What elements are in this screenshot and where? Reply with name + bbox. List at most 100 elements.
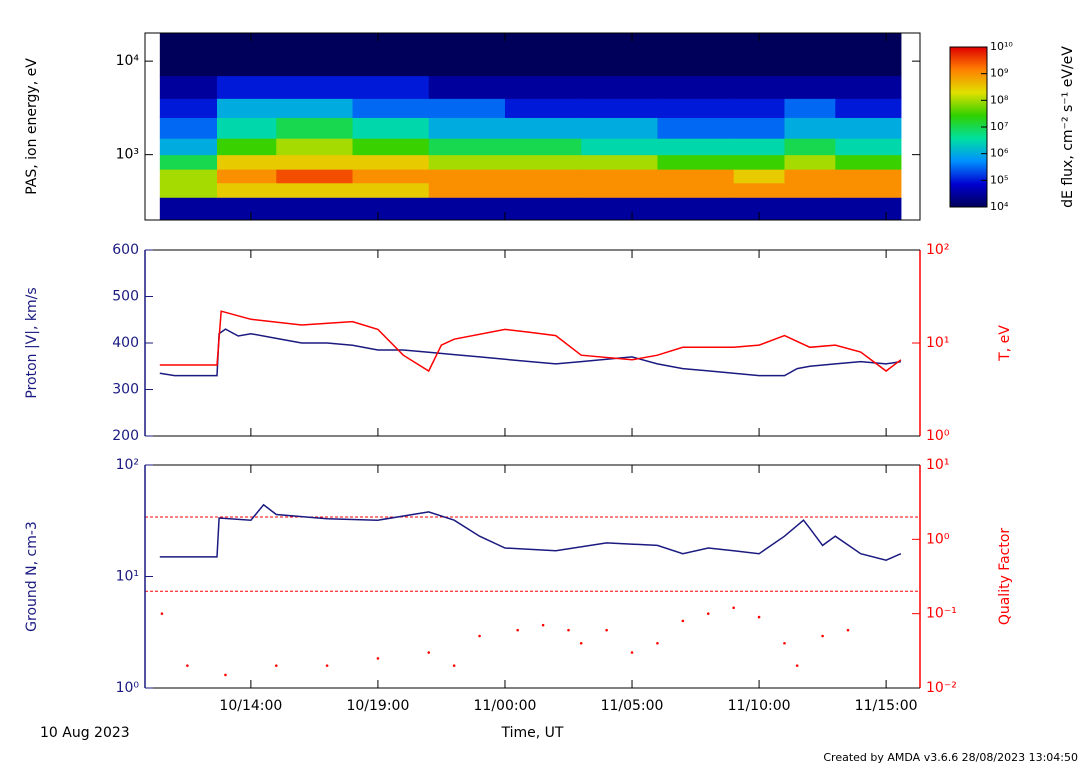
y2-label: Quality Factor bbox=[997, 528, 1013, 626]
heat-cell bbox=[216, 138, 277, 156]
heat-cell bbox=[733, 138, 785, 156]
heat-cell bbox=[733, 98, 785, 118]
heat-cell bbox=[784, 182, 836, 198]
heat-cell bbox=[159, 154, 218, 170]
footer: Created by AMDA v3.6.6 28/08/2023 13:04:… bbox=[823, 751, 1078, 764]
heat-cell bbox=[657, 75, 735, 99]
heat-cell bbox=[784, 138, 836, 156]
data-dot bbox=[516, 628, 519, 632]
heat-cell bbox=[581, 117, 658, 139]
y-tick-label: 300 bbox=[112, 382, 139, 398]
y-label: PAS, ion energy, eV bbox=[24, 58, 40, 195]
heat-cell bbox=[784, 169, 836, 184]
heat-cell bbox=[504, 75, 582, 99]
colorbar-tick-label: 10⁹ bbox=[990, 67, 1008, 80]
data-dot bbox=[224, 673, 227, 677]
heat-cell bbox=[581, 169, 658, 184]
heat-cell bbox=[352, 33, 430, 77]
heat-cell bbox=[216, 182, 277, 198]
y-tick-label: 600 bbox=[112, 242, 139, 258]
heat-cell bbox=[352, 98, 430, 118]
date-label: 10 Aug 2023 bbox=[40, 725, 130, 741]
data-dot bbox=[605, 628, 608, 632]
heat-cell bbox=[657, 33, 735, 77]
heat-cell bbox=[159, 75, 218, 99]
heat-cell bbox=[352, 197, 430, 221]
heat-cell bbox=[216, 197, 277, 221]
x-tick-label: 10/19:00 bbox=[346, 698, 409, 714]
heat-cell bbox=[504, 169, 582, 184]
heat-cell bbox=[581, 197, 658, 221]
x-tick-label: 10/14:00 bbox=[219, 698, 282, 714]
x-tick-label: 11/15:00 bbox=[855, 698, 918, 714]
heat-cell bbox=[784, 154, 836, 170]
heat-cell bbox=[216, 117, 277, 139]
heat-cell bbox=[581, 33, 658, 77]
heat-cell bbox=[428, 154, 506, 170]
colorbar-tick-label: 10⁴ bbox=[990, 200, 1009, 213]
y2-tick-label: 10⁻² bbox=[926, 680, 957, 696]
heat-cell bbox=[352, 154, 430, 170]
heat-cell bbox=[276, 182, 354, 198]
data-line bbox=[159, 503, 902, 561]
y2-tick-label: 10⁰ bbox=[926, 531, 950, 547]
data-dot bbox=[681, 619, 685, 623]
heat-cell bbox=[657, 138, 735, 156]
heat-cell bbox=[352, 182, 430, 198]
heat-cell bbox=[657, 197, 735, 221]
heat-cell bbox=[504, 98, 582, 118]
data-dot bbox=[783, 641, 786, 645]
x-tick-label: 11/10:00 bbox=[728, 698, 791, 714]
heat-cell bbox=[159, 33, 218, 77]
colorbar-tick-label: 10¹⁰ bbox=[990, 40, 1013, 53]
heat-cell bbox=[657, 154, 735, 170]
data-dot bbox=[567, 628, 570, 632]
heat-cell bbox=[159, 117, 218, 139]
heat-cell bbox=[276, 33, 354, 77]
heat-cell bbox=[733, 117, 785, 139]
heat-cell bbox=[657, 117, 735, 139]
heat-cell bbox=[216, 33, 277, 77]
heat-cell bbox=[428, 98, 506, 118]
x-label: Time, UT bbox=[501, 725, 564, 741]
heat-cell bbox=[733, 182, 785, 198]
data-dot bbox=[795, 664, 799, 667]
y2-tick-label: 10² bbox=[926, 242, 949, 258]
heat-cell bbox=[276, 98, 354, 118]
heat-cell bbox=[159, 169, 218, 184]
heat-cell bbox=[276, 75, 354, 99]
heat-cell bbox=[733, 197, 785, 221]
data-dot bbox=[376, 657, 380, 660]
data-dot bbox=[846, 628, 850, 632]
colorbar-tick-label: 10⁶ bbox=[990, 147, 1009, 160]
heat-cell bbox=[276, 197, 354, 221]
data-dot bbox=[821, 634, 824, 638]
data-dot bbox=[325, 664, 329, 667]
x-tick-label: 11/00:00 bbox=[474, 698, 537, 714]
heat-cell bbox=[835, 98, 902, 118]
plot-frame bbox=[144, 32, 921, 221]
data-dot bbox=[541, 623, 545, 627]
heat-cell bbox=[352, 75, 430, 99]
heat-cell bbox=[657, 98, 735, 118]
y2-tick-label: 10¹ bbox=[926, 457, 949, 473]
heat-cell bbox=[835, 75, 902, 99]
y2-label: T, eV bbox=[997, 325, 1013, 362]
data-dot bbox=[427, 651, 431, 654]
heat-cell bbox=[428, 138, 506, 156]
data-dot bbox=[160, 612, 164, 615]
y-tick-label: 10⁴ bbox=[116, 53, 140, 69]
y-tick-label: 200 bbox=[112, 428, 139, 444]
y-tick-label: 400 bbox=[112, 335, 139, 351]
data-dot bbox=[274, 664, 278, 667]
heat-cell bbox=[276, 154, 354, 170]
heat-cell bbox=[835, 138, 902, 156]
heat-cell bbox=[581, 182, 658, 198]
heat-cell bbox=[428, 197, 506, 221]
heat-cell bbox=[352, 169, 430, 184]
heat-cell bbox=[784, 75, 836, 99]
data-dot bbox=[452, 664, 456, 667]
heat-cell bbox=[504, 117, 582, 139]
heat-cell bbox=[216, 98, 277, 118]
